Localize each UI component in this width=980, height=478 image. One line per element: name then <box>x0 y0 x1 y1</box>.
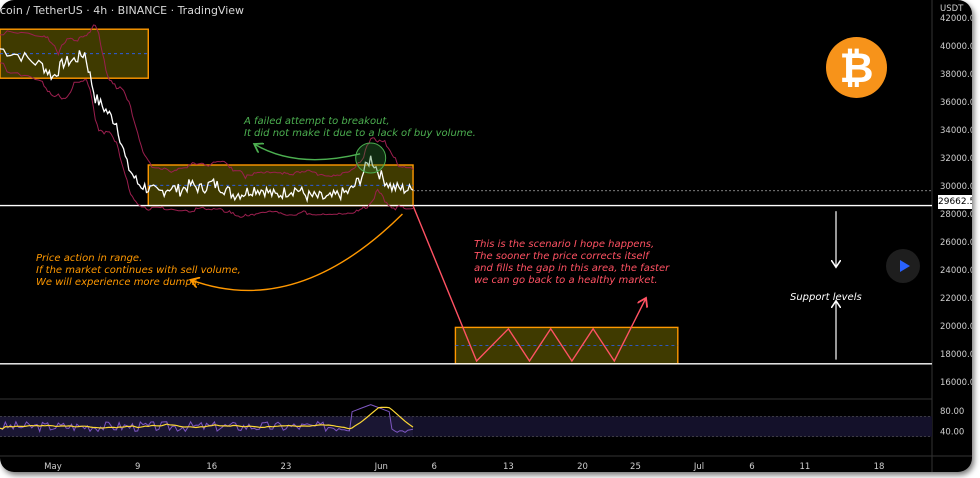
rsi-level-label: 40.00 <box>940 428 964 438</box>
y-tick-label: 20000.00 <box>940 322 972 332</box>
annotation-scenario: This is the scenario I hope happens, The… <box>474 239 669 287</box>
y-tick-label: 22000.00 <box>940 294 972 304</box>
y-tick-label: 16000.00 <box>940 378 972 388</box>
x-tick-label: 20 <box>577 462 588 472</box>
y-tick-label: 32000.00 <box>940 154 972 164</box>
y-tick-label: 42000.00 <box>940 14 972 24</box>
y-tick-label: 18000.00 <box>940 350 972 360</box>
price-line <box>0 48 414 204</box>
x-tick-label: 6 <box>749 462 754 472</box>
annotation-line: If the market continues with sell volume… <box>36 265 241 276</box>
bitcoin-logo-icon: ₿ <box>826 37 887 98</box>
support-levels-label: Support levels <box>790 292 862 303</box>
y-axis-unit: USDT <box>940 4 964 14</box>
rsi-band-fill-ext <box>413 416 933 437</box>
x-tick-label: 16 <box>206 462 217 472</box>
scenario-path <box>412 205 646 363</box>
annotation-line: A failed attempt to breakout, <box>244 116 390 127</box>
rsi-line <box>0 404 414 434</box>
x-tick-label: 13 <box>503 462 514 472</box>
annotation-line: we can go back to a healthy market. <box>474 275 658 286</box>
x-tick-label: Jul <box>693 462 704 472</box>
y-tick-label: 26000.00 <box>940 238 972 248</box>
price-chart[interactable]: 42000.00 40000.00 38000.00 36000.00 34000.00… <box>0 0 972 472</box>
bollinger-upper-band <box>0 24 414 180</box>
x-tick-label: May <box>44 462 62 472</box>
current-price-label: 29662.59 <box>938 195 972 209</box>
x-tick-label: 18 <box>874 462 885 472</box>
annotation-failed-breakout: A failed attempt to breakout, It did not… <box>244 116 476 140</box>
bollinger-lower-band <box>0 62 414 218</box>
x-tick-label: 25 <box>630 462 641 472</box>
annotation-line: It did not make it due to a lack of buy … <box>244 128 476 139</box>
y-tick-label: 36000.00 <box>940 98 972 108</box>
y-tick-label: 38000.00 <box>940 70 972 80</box>
annotation-line: This is the scenario I hope happens, <box>474 239 655 250</box>
arrow-failed-breakout <box>254 144 361 161</box>
arrow-price-action <box>191 213 403 292</box>
y-tick-label: 24000.00 <box>940 266 972 276</box>
chart-title: coin / TetherUS · 4h · BINANCE · Trading… <box>0 4 245 17</box>
rsi-level-label: 80.00 <box>940 407 964 417</box>
annotation-line: and fills the gap in this area, the fast… <box>474 263 670 274</box>
annotation-line: The sooner the price corrects itself <box>474 251 649 262</box>
x-tick-label: 9 <box>135 462 140 472</box>
x-tick-label: 6 <box>432 462 437 472</box>
breakout-highlight-circle <box>355 142 387 174</box>
replay-play-button[interactable] <box>886 249 920 283</box>
x-tick-label: 11 <box>799 462 810 472</box>
y-tick-label: 40000.00 <box>940 42 972 52</box>
x-tick-label: Jun <box>374 462 388 472</box>
y-tick-label: 30000.00 <box>940 182 972 192</box>
annotation-price-action: Price action in range. If the market con… <box>36 253 241 289</box>
annotation-line: We will experience more dumps. <box>36 277 201 288</box>
zone-target-range <box>454 326 679 365</box>
x-tick-label: 23 <box>281 462 292 472</box>
y-tick-label: 34000.00 <box>940 126 972 136</box>
y-tick-label: 28000.00 <box>940 210 972 220</box>
rsi-ma-line <box>0 406 414 430</box>
chart-frame: 42000.00 40000.00 38000.00 36000.00 34000.00… <box>0 0 972 472</box>
annotation-line: Price action in range. <box>36 253 143 264</box>
